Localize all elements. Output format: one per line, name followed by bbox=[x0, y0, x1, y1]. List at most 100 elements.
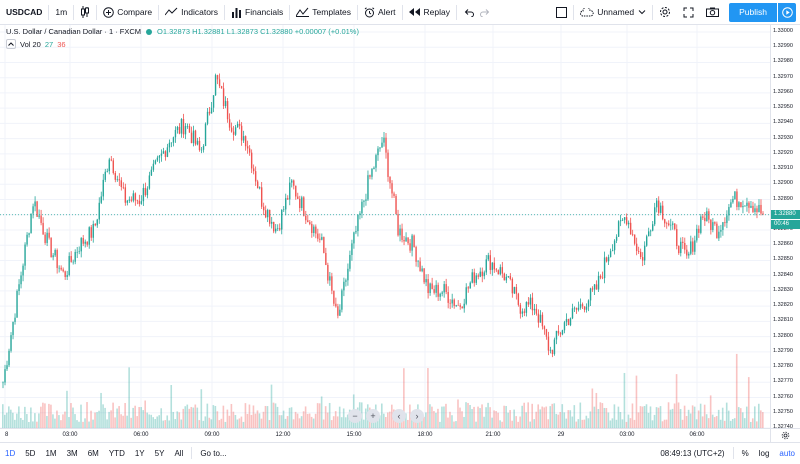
collapse-legend-button[interactable] bbox=[6, 39, 16, 49]
candle bbox=[611, 250, 614, 252]
log-toggle[interactable]: log bbox=[758, 448, 770, 458]
range-button-1m[interactable]: 1M bbox=[45, 448, 57, 458]
zoom-out-button[interactable]: − bbox=[348, 409, 362, 423]
volume-bar bbox=[697, 410, 700, 428]
candle bbox=[303, 197, 305, 216]
candle bbox=[493, 262, 495, 270]
volume-bar bbox=[6, 412, 8, 428]
volume-bar bbox=[278, 415, 281, 428]
candle bbox=[547, 336, 550, 351]
candle bbox=[720, 229, 722, 232]
candle bbox=[258, 187, 261, 189]
volume-bar bbox=[214, 405, 217, 428]
undo-button[interactable] bbox=[457, 0, 480, 25]
candle bbox=[2, 382, 4, 384]
volume-bar bbox=[34, 413, 36, 428]
percent-toggle[interactable]: % bbox=[741, 448, 749, 458]
candle bbox=[341, 290, 343, 310]
range-button-6m[interactable]: 6M bbox=[87, 448, 99, 458]
compare-button[interactable]: Compare bbox=[97, 0, 158, 25]
volume-bar bbox=[378, 415, 381, 428]
interval-button[interactable]: 1m bbox=[55, 7, 68, 17]
range-button-5d[interactable]: 5D bbox=[25, 448, 36, 458]
scale-settings-button[interactable] bbox=[770, 428, 800, 442]
volume-bar bbox=[637, 412, 640, 428]
price-chart[interactable] bbox=[0, 25, 770, 428]
volume-bar bbox=[120, 414, 122, 428]
time-scale[interactable]: 8 03:00 06:00 09:00 12:00 15:00 18:00 21:00 29 03… bbox=[0, 428, 770, 442]
candle bbox=[654, 207, 656, 225]
candle bbox=[218, 79, 221, 87]
volume-bar bbox=[723, 420, 726, 428]
scroll-left-button[interactable]: ‹ bbox=[392, 409, 406, 423]
candle bbox=[666, 223, 668, 224]
candle bbox=[736, 191, 738, 208]
range-button-3m[interactable]: 3M bbox=[66, 448, 78, 458]
candle bbox=[495, 269, 497, 271]
volume-bar bbox=[471, 409, 473, 428]
volume-bar bbox=[290, 407, 293, 428]
fullscreen-button[interactable] bbox=[677, 0, 700, 25]
volume-bar bbox=[507, 412, 509, 428]
volume-bar bbox=[387, 412, 389, 428]
volume-bar bbox=[166, 415, 169, 428]
range-button-5y[interactable]: 5Y bbox=[154, 448, 165, 458]
candle bbox=[164, 151, 167, 157]
redo-button[interactable] bbox=[480, 0, 497, 25]
range-button-all[interactable]: All bbox=[174, 448, 184, 458]
volume-bar bbox=[112, 402, 114, 428]
candle bbox=[728, 206, 730, 216]
publish-dropdown-button[interactable] bbox=[778, 2, 796, 22]
settings-button[interactable] bbox=[653, 0, 677, 25]
candle bbox=[625, 217, 628, 225]
publish-button[interactable]: Publish bbox=[729, 2, 777, 22]
volume-bar bbox=[605, 408, 608, 428]
financials-button[interactable]: Financials bbox=[225, 0, 289, 25]
candle bbox=[269, 209, 271, 224]
symbol-search[interactable]: USDCAD bbox=[6, 7, 43, 17]
bar-style-button[interactable] bbox=[74, 0, 96, 25]
volume-bar bbox=[306, 413, 309, 428]
candle bbox=[623, 217, 626, 220]
auto-toggle[interactable]: auto bbox=[779, 448, 795, 458]
templates-button[interactable]: Templates bbox=[290, 0, 357, 25]
volume-bar bbox=[110, 410, 112, 428]
range-button-ytd[interactable]: YTD bbox=[108, 448, 125, 458]
range-button-1d[interactable]: 1D bbox=[5, 448, 16, 458]
volume-bar bbox=[98, 410, 100, 428]
close-value: C1.32880 bbox=[260, 27, 293, 36]
volume-bar bbox=[78, 421, 80, 428]
candle bbox=[92, 223, 94, 238]
clock-display[interactable]: 08:49:13 (UTC+2) bbox=[660, 448, 725, 458]
volume-bar bbox=[547, 419, 550, 428]
candle bbox=[541, 314, 544, 327]
price-tick-label: 1.32970 bbox=[773, 73, 793, 80]
candle bbox=[317, 233, 319, 239]
candle bbox=[742, 206, 744, 208]
price-scale[interactable]: 1.33000 1.32990 1.32980 1.32970 1.32960 1.329… bbox=[770, 25, 800, 430]
alert-button[interactable]: Alert bbox=[358, 0, 401, 25]
goto-button[interactable]: Go to... bbox=[200, 448, 227, 458]
candle bbox=[431, 283, 433, 290]
candle bbox=[740, 202, 742, 208]
scroll-right-button[interactable]: › bbox=[410, 409, 424, 423]
layout-name-button[interactable]: Unnamed bbox=[574, 0, 652, 25]
candle bbox=[559, 333, 562, 335]
range-button-1y[interactable]: 1Y bbox=[134, 448, 145, 458]
replay-button[interactable]: Replay bbox=[403, 0, 456, 25]
candle bbox=[128, 199, 131, 201]
volume-bar bbox=[751, 418, 754, 428]
volume-bar bbox=[138, 406, 140, 428]
volume-bar bbox=[36, 421, 38, 428]
candle bbox=[748, 202, 750, 208]
market-status-icon bbox=[146, 28, 153, 35]
divider bbox=[48, 4, 50, 20]
indicators-button[interactable]: Indicators bbox=[159, 0, 224, 25]
volume-bar bbox=[146, 412, 148, 428]
snapshot-button[interactable] bbox=[700, 0, 725, 25]
select-checkbox[interactable] bbox=[550, 0, 573, 25]
volume-bar bbox=[316, 403, 319, 428]
chart-pane[interactable] bbox=[0, 25, 770, 428]
zoom-in-button[interactable]: + bbox=[366, 409, 380, 423]
volume-bar bbox=[557, 414, 560, 428]
